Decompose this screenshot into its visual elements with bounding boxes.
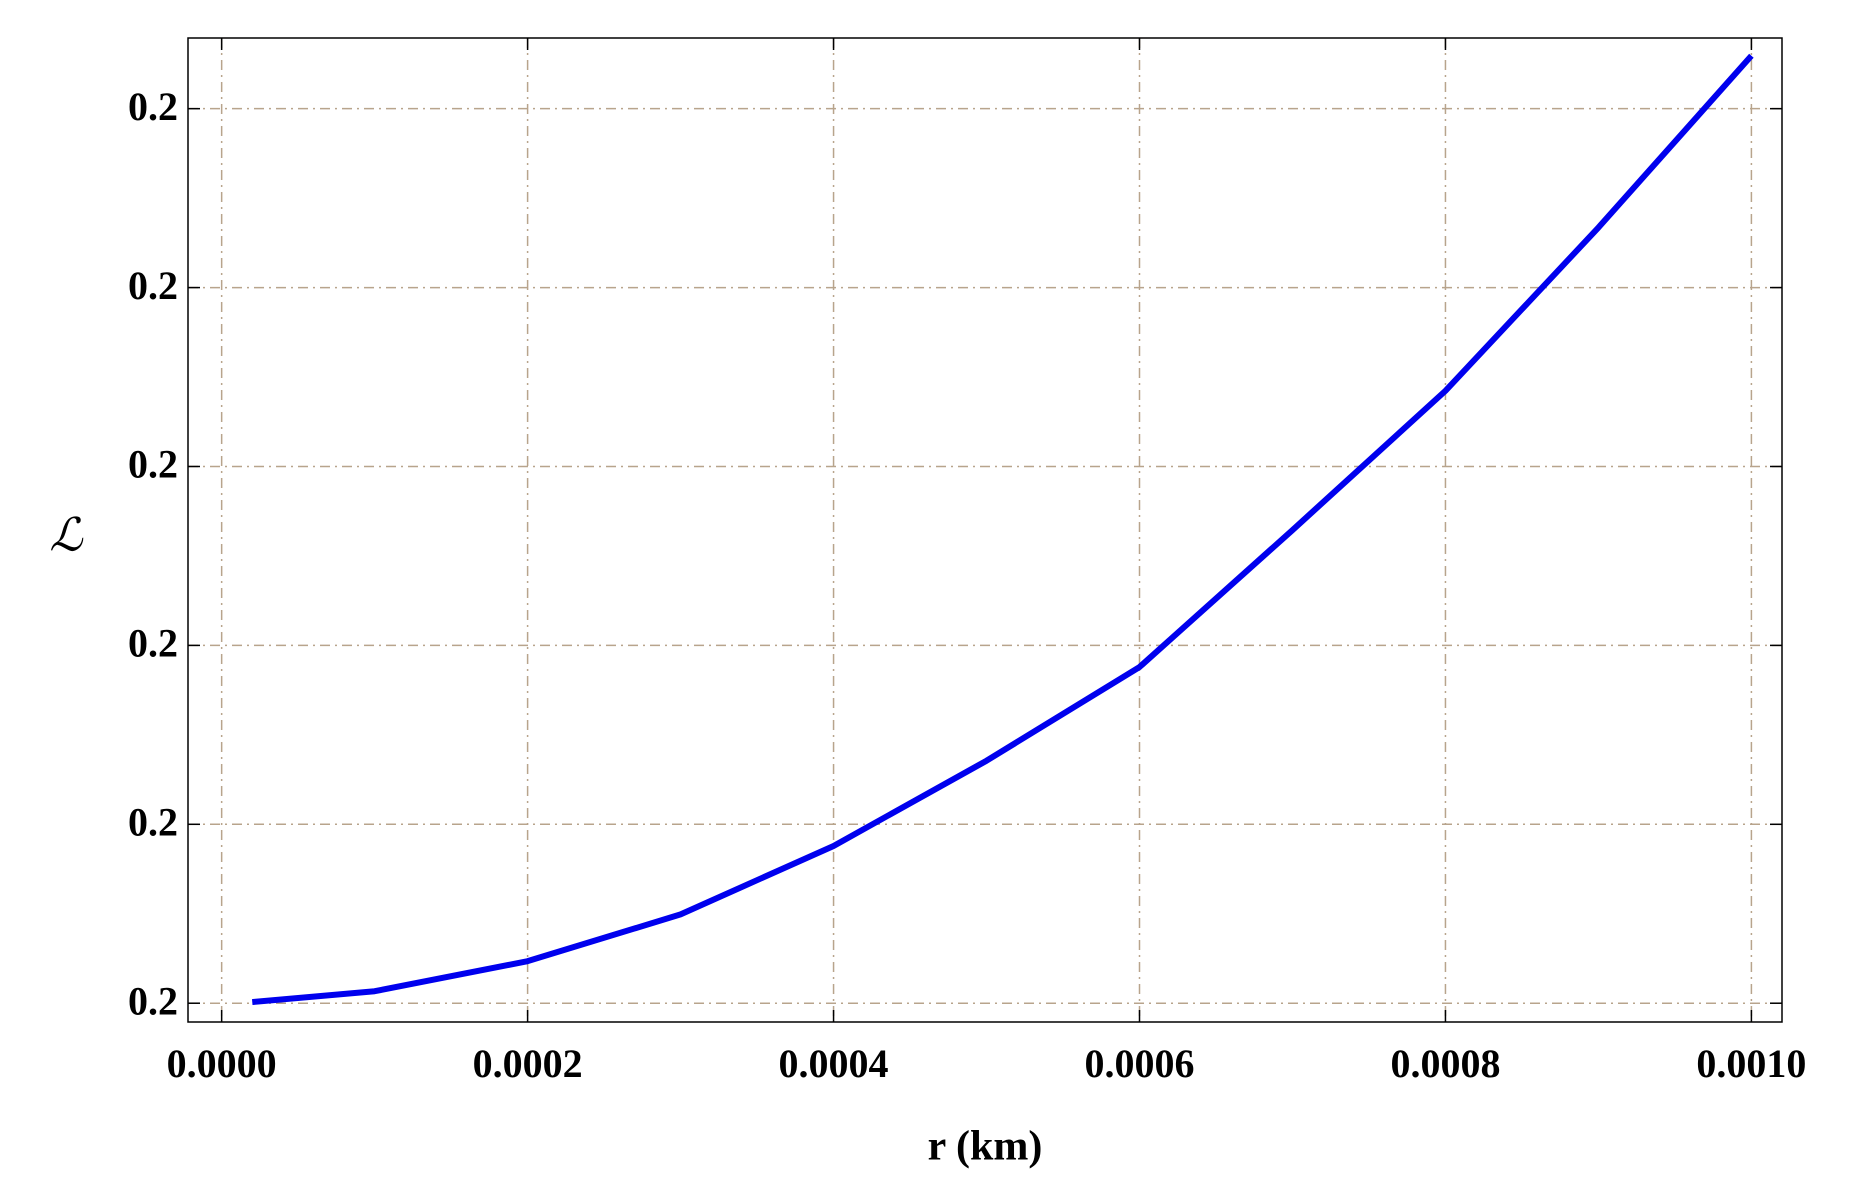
x-tick-label: 0.0000	[167, 1041, 277, 1086]
plot-frame	[187, 37, 1783, 1023]
x-tick-label: 0.0008	[1390, 1041, 1500, 1086]
x-tick-label: 0.0010	[1696, 1041, 1806, 1086]
x-tick-label: 0.0002	[473, 1041, 583, 1086]
y-tick-label: 0.2	[128, 263, 178, 308]
x-tick-label: 0.0004	[779, 1041, 889, 1086]
data-line	[251, 53, 1754, 1006]
x-axis-label: r (km)	[928, 1124, 1043, 1170]
y-axis-label: ℒ	[49, 510, 83, 561]
y-tick-label: 0.2	[128, 621, 178, 666]
x-tick-label: 0.0006	[1085, 1041, 1195, 1086]
y-tick-label: 0.2	[128, 442, 178, 487]
y-tick-label: 0.2	[128, 799, 178, 844]
y-tick-label: 0.2	[128, 978, 178, 1023]
y-tick-label: 0.2	[128, 84, 178, 129]
